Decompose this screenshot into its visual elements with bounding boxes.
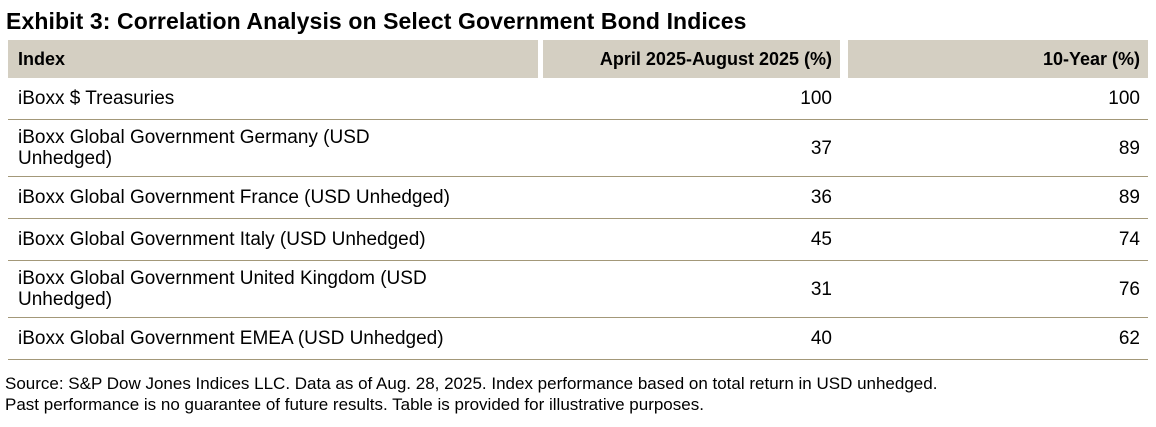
value-cell-apr-aug: 45 <box>538 219 840 261</box>
table-header-row: Index April 2025-August 2025 (%) 10-Year… <box>8 40 1148 78</box>
index-cell: iBoxx $ Treasuries <box>8 78 538 120</box>
index-cell: iBoxx Global Government France (USD Unhe… <box>8 177 538 219</box>
value-cell-10yr: 89 <box>840 177 1148 219</box>
value-cell-10yr: 100 <box>840 78 1148 120</box>
value-cell-apr-aug: 37 <box>538 120 840 177</box>
table-row: iBoxx Global Government France (USD Unhe… <box>8 177 1148 219</box>
value-cell-apr-aug: 40 <box>538 318 840 360</box>
footnote-line-1: Source: S&P Dow Jones Indices LLC. Data … <box>5 374 938 393</box>
table-row: iBoxx Global Government EMEA (USD Unhedg… <box>8 318 1148 360</box>
index-cell: iBoxx Global Government United Kingdom (… <box>8 261 538 318</box>
page-title: Exhibit 3: Correlation Analysis on Selec… <box>6 8 747 34</box>
index-cell: iBoxx Global Government EMEA (USD Unhedg… <box>8 318 538 360</box>
value-cell-10yr: 89 <box>840 120 1148 177</box>
footnote-line-2: Past performance is no guarantee of futu… <box>5 395 704 414</box>
table-row: iBoxx Global Government Italy (USD Unhed… <box>8 219 1148 261</box>
value-cell-apr-aug: 100 <box>538 78 840 120</box>
table-row: iBoxx Global Government Germany (USD Unh… <box>8 120 1148 177</box>
index-cell: iBoxx Global Government Italy (USD Unhed… <box>8 219 538 261</box>
table-row: iBoxx Global Government United Kingdom (… <box>8 261 1148 318</box>
value-cell-apr-aug: 36 <box>538 177 840 219</box>
source-footnote: Source: S&P Dow Jones Indices LLC. Data … <box>5 373 1156 415</box>
table-row: iBoxx $ Treasuries 100 100 <box>8 78 1148 120</box>
table-header: Index April 2025-August 2025 (%) 10-Year… <box>8 40 1148 78</box>
value-cell-10yr: 74 <box>840 219 1148 261</box>
value-cell-10yr: 62 <box>840 318 1148 360</box>
table-body: iBoxx $ Treasuries 100 100 iBoxx Global … <box>8 78 1148 360</box>
value-cell-apr-aug: 31 <box>538 261 840 318</box>
index-cell: iBoxx Global Government Germany (USD Unh… <box>8 120 538 177</box>
column-header-10-year: 10-Year (%) <box>840 40 1148 78</box>
correlation-table: Index April 2025-August 2025 (%) 10-Year… <box>8 40 1148 360</box>
column-header-apr-aug-2025: April 2025-August 2025 (%) <box>538 40 840 78</box>
column-header-index: Index <box>8 40 538 78</box>
value-cell-10yr: 76 <box>840 261 1148 318</box>
